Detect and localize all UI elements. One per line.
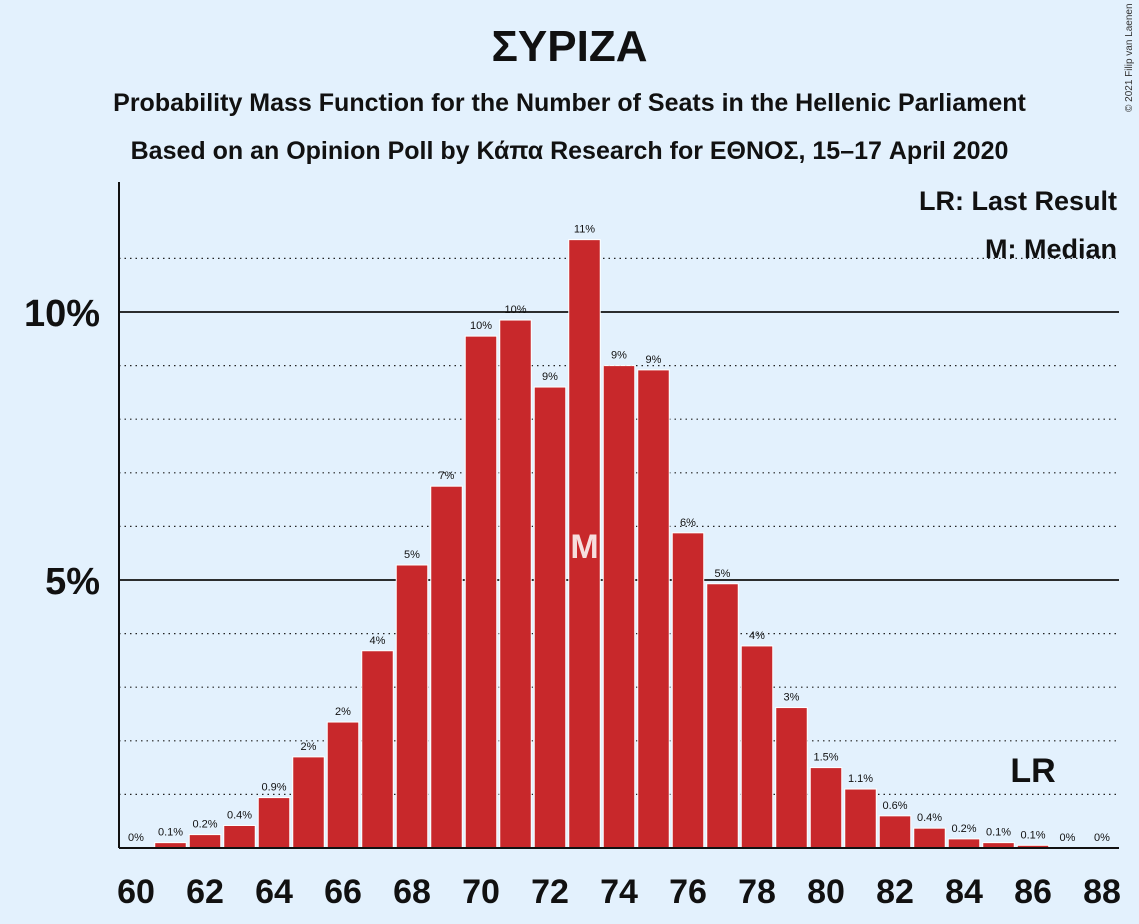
value-label-seat-67: 4% <box>370 635 386 647</box>
median-marker: M <box>570 528 598 566</box>
y-tick-label: 5% <box>45 561 100 603</box>
x-tick-label: 88 <box>1083 873 1121 911</box>
last-result-marker: LR <box>1010 752 1055 790</box>
x-tick-label: 72 <box>531 873 569 911</box>
x-tick-label: 84 <box>945 873 983 911</box>
x-tick-label: 68 <box>393 873 431 911</box>
bar-seat-84 <box>947 838 981 849</box>
value-label-seat-64: 0.9% <box>261 782 286 794</box>
bar-seat-64 <box>257 797 291 849</box>
value-label-seat-71: 10% <box>504 304 526 316</box>
x-tick-label: 76 <box>669 873 707 911</box>
bar-seat-63 <box>223 824 256 849</box>
bar-seat-72 <box>533 386 567 849</box>
value-label-seat-85: 0.1% <box>986 827 1011 839</box>
bar-seat-65 <box>292 756 325 849</box>
value-label-seat-63: 0.4% <box>227 809 252 821</box>
value-label-seat-74: 9% <box>611 350 627 362</box>
value-label-seat-75: 9% <box>646 354 662 366</box>
x-tick-label: 64 <box>255 873 293 911</box>
bar-seat-70 <box>464 335 498 849</box>
bar-seat-68 <box>395 564 429 849</box>
value-label-seat-69: 7% <box>439 470 455 482</box>
y-tick-label: 10% <box>24 293 100 335</box>
value-label-seat-73: 11% <box>574 224 595 236</box>
value-label-seat-87: 0% <box>1060 832 1076 844</box>
bar-seat-78 <box>740 645 774 849</box>
bar-seat-69 <box>430 485 463 849</box>
bar-seat-82 <box>878 815 912 849</box>
x-tick-label: 70 <box>462 873 500 911</box>
value-label-seat-76: 6% <box>680 517 696 529</box>
bar-seat-77 <box>706 583 739 849</box>
bar-seat-75 <box>637 369 670 849</box>
x-tick-label: 78 <box>738 873 776 911</box>
x-tick-label: 82 <box>876 873 914 911</box>
legend-last-result: LR: Last Result <box>919 186 1117 216</box>
axes: 5% 10% 60 62 64 66 68 70 72 74 76 78 80 82 84 86 88 <box>24 182 1121 911</box>
bar-seat-83 <box>913 827 946 849</box>
value-label-seat-86: 0.1% <box>1020 829 1045 841</box>
bar-seat-71 <box>499 319 532 849</box>
chart-title: ΣΥΡΙΖΑ <box>491 22 648 71</box>
legend-median: M: Median <box>985 234 1117 264</box>
value-label-seat-61: 0.1% <box>158 827 183 839</box>
value-label-seat-84: 0.2% <box>951 823 976 835</box>
value-label-seat-81: 1.1% <box>848 773 873 785</box>
value-label-seat-82: 0.6% <box>882 800 907 812</box>
value-label-seat-78: 4% <box>749 630 765 642</box>
value-label-seat-88: 0% <box>1094 832 1110 844</box>
bar-seat-62 <box>188 834 222 849</box>
x-tick-label: 60 <box>117 873 155 911</box>
bar-seat-67 <box>361 650 394 849</box>
bar-seat-80 <box>809 767 843 849</box>
legend: LR: Last Result M: Median <box>919 186 1117 264</box>
x-tick-label: 62 <box>186 873 224 911</box>
value-label-seat-60: 0% <box>128 832 144 844</box>
x-tick-label: 80 <box>807 873 845 911</box>
x-tick-label: 66 <box>324 873 362 911</box>
chart-subtitle: Probability Mass Function for the Number… <box>113 89 1026 117</box>
bar-seat-66 <box>326 721 360 849</box>
value-label-seat-65: 2% <box>301 741 317 753</box>
value-label-seat-79: 3% <box>784 692 800 704</box>
bar-seat-74 <box>602 365 636 849</box>
value-label-seat-68: 5% <box>404 549 420 561</box>
value-label-seat-62: 0.2% <box>192 819 217 831</box>
x-tick-label: 74 <box>600 873 638 911</box>
bar-seat-79 <box>775 707 808 849</box>
value-labels: 0% 0.1% 0.2% 0.4% 0.9% 2% 2% 4% 5% 7% 10% 10% 9% 11% 9… <box>128 224 1110 844</box>
value-label-seat-70: 10% <box>470 320 492 332</box>
bar-seat-81 <box>844 788 877 849</box>
value-label-seat-83: 0.4% <box>917 812 942 824</box>
value-label-seat-66: 2% <box>335 706 351 718</box>
x-tick-label: 86 <box>1014 873 1052 911</box>
value-label-seat-77: 5% <box>715 568 731 580</box>
bar-seat-73 <box>568 239 601 849</box>
value-label-seat-80: 1.5% <box>813 752 838 764</box>
chart-subtitle-source: Based on an Opinion Poll by Κάπα Researc… <box>130 137 1009 165</box>
bar-seat-76 <box>671 532 705 849</box>
value-label-seat-72: 9% <box>542 371 558 383</box>
bar-series <box>154 239 1050 849</box>
